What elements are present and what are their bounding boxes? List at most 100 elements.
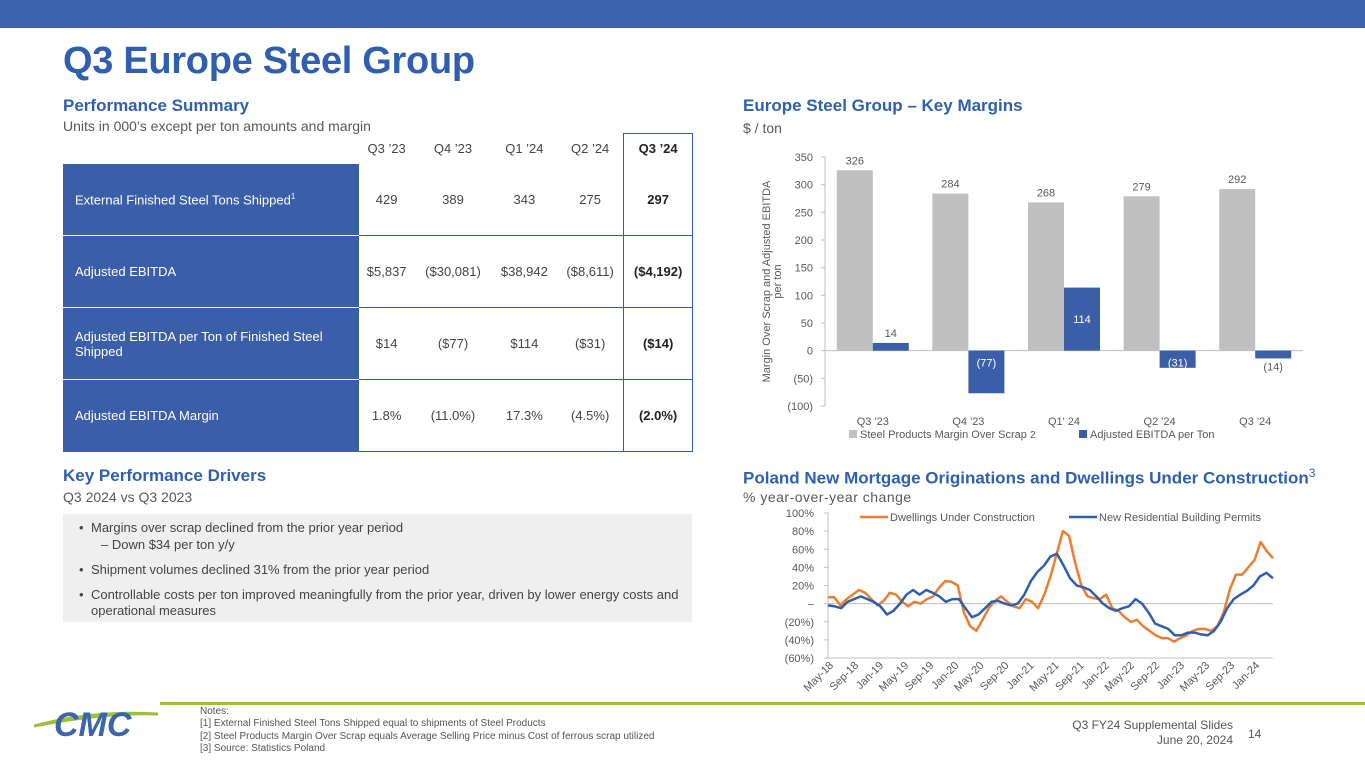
column-header: Q4 ’23 [433,141,473,156]
column-header: Q1 ’24 [505,141,544,156]
list-item: Margins over scrap declined from the pri… [79,520,680,553]
table-header-row: Q3 ’23 Q4 ’23 Q1 ’24 Q2 ’24 Q3 ’24 [63,133,693,164]
ebitda-per-ton-bar [1159,350,1196,368]
row-label: Adjusted EBITDA [63,235,359,308]
data-label: (14) [1263,361,1283,373]
row-label: External Finished Steel Tons Shipped1 [63,163,359,236]
footnote-marker: 1 [290,191,296,201]
table-cell: 17.3% [491,379,558,452]
y-tick-label: 350 [795,152,813,164]
page-title: Q3 Europe Steel Group [63,40,475,82]
row-label: Adjusted EBITDA Margin [63,379,359,452]
y-tick-label: – [808,599,815,611]
legend-swatch [1079,430,1087,438]
table-row: Adjusted EBITDA $5,837 ($30,081) $38,942… [63,235,693,308]
y-tick-label: 250 [795,207,813,219]
drivers-subtitle: Q3 2024 vs Q3 2023 [63,489,193,505]
legend-label: Adjusted EBITDA per Ton [1090,429,1215,441]
row-label: Adjusted EBITDA per Ton of Finished Stee… [63,307,359,380]
permits-line [827,552,1274,637]
performance-summary-title: Performance Summary [63,96,250,115]
margins-title: Europe Steel Group – Key Margins [743,96,1023,115]
slide-label: Q3 FY24 Supplemental Slides [1072,718,1233,732]
x-tick-label: Q2 '24 [1144,416,1176,428]
column-header: Q2 ’24 [570,141,610,156]
performance-table: Q3 ’23 Q4 ’23 Q1 ’24 Q2 ’24 Q3 ’24 Exter… [63,133,693,452]
margin-over-scrap-bar [1219,189,1256,351]
column-header: Q3 ’23 [367,141,406,156]
driver-text: Shipment volumes declined 31% from the p… [91,562,430,577]
table-cell: 343 [491,163,558,236]
table-cell-highlight: ($4,192) [623,235,693,308]
table-cell: $38,942 [491,235,558,308]
ebitda-per-ton-bar [1255,350,1292,359]
table-cell: ($8,611) [557,235,624,308]
drivers-list: Margins over scrap declined from the pri… [79,520,680,619]
driver-text: Controllable costs per ton improved mean… [91,587,679,618]
top-banner [0,0,1365,28]
table-row: Adjusted EBITDA per Ton of Finished Stee… [63,307,693,380]
margins-bar-chart: (100) (50) 0 50 100 150 200 250 300 350 Margin Ove… [761,152,1303,441]
footer-divider [160,702,1365,705]
margin-over-scrap-bar [1123,196,1160,351]
dwellings-line [828,529,1274,643]
table-cell: $5,837 [359,235,415,308]
y-tick-label: 100% [786,508,814,520]
table-cell: 429 [359,163,415,236]
table-cell: $14 [359,307,415,380]
y-tick-label: 0 [807,346,813,358]
y-tick-label: 300 [795,180,813,192]
y-tick-label: 50 [801,318,813,330]
note-line: [3] Source: Statistics Poland [200,742,326,754]
margins-subtitle: $ / ton [743,120,782,136]
margin-over-scrap-bar [1028,202,1064,351]
y-tick-label: 80% [792,526,814,538]
legend-label: Steel Products Margin Over Scrap 2 [860,429,1036,441]
table-cell: ($30,081) [414,235,492,308]
y-tick-label: (40%) [785,635,814,647]
table-header-blank [63,134,359,164]
note-line: [2] Steel Products Margin Over Scrap equ… [200,730,655,742]
margin-over-scrap-bar [836,170,873,351]
table-cell: ($31) [557,307,624,380]
y-tick-label: (100) [787,401,813,413]
table-cell-highlight: (2.0%) [623,379,693,452]
cmc-logo: CMC [34,706,159,742]
legend-swatch [849,430,857,438]
driver-subtext: – Down $34 per ton y/y [101,537,235,552]
y-axis-label-line: Margin Over Scrap and Adjusted EBITDA [761,180,773,382]
slide-date: June 20, 2024 [1156,733,1233,747]
mortgage-line-chart: (60%)(40%)(20%)–20%40%60%80%100%May-18Se… [785,508,1274,694]
drivers-box: Margins over scrap declined from the pri… [63,514,692,622]
y-tick-label: 150 [795,263,813,275]
data-label: 114 [1073,314,1091,326]
ebitda-per-ton-bar [1064,287,1100,351]
legend-sup: 2 [1030,430,1036,441]
drivers-title: Key Performance Drivers [63,466,267,485]
notes-heading: Notes: [200,706,229,717]
table-cell: (11.0%) [414,379,492,452]
list-item: Shipment volumes declined 31% from the p… [79,562,680,578]
y-tick-label: 100 [795,290,813,302]
data-label: (77) [977,358,997,370]
data-label: 284 [941,179,959,191]
data-label: 279 [1132,181,1150,193]
list-item: Controllable costs per ton improved mean… [79,587,680,619]
data-label: 14 [885,328,897,340]
x-tick-label: Q3 '24 [1239,416,1271,428]
column-header-highlight: Q3 ’24 [623,133,693,164]
table-cell-highlight: 297 [623,163,693,236]
y-tick-label: 200 [795,235,813,247]
notes: Notes: [1] External Finished Steel Tons … [200,706,654,755]
y-tick-label: (50) [793,373,813,385]
y-axis-label-line: per ton [772,264,784,298]
ebitda-per-ton-bar [968,350,1005,394]
y-tick-label: 40% [792,562,814,574]
y-tick-label: 60% [792,544,814,556]
legend-text: Steel Products Margin Over Scrap [860,429,1030,441]
data-label: 326 [846,155,864,167]
x-tick-label: Q1' 24 [1048,416,1080,428]
data-label: (31) [1168,358,1188,370]
ebitda-per-ton-bar [872,342,909,351]
footer-info: Q3 FY24 Supplemental Slides June 20, 202… [1030,718,1233,748]
